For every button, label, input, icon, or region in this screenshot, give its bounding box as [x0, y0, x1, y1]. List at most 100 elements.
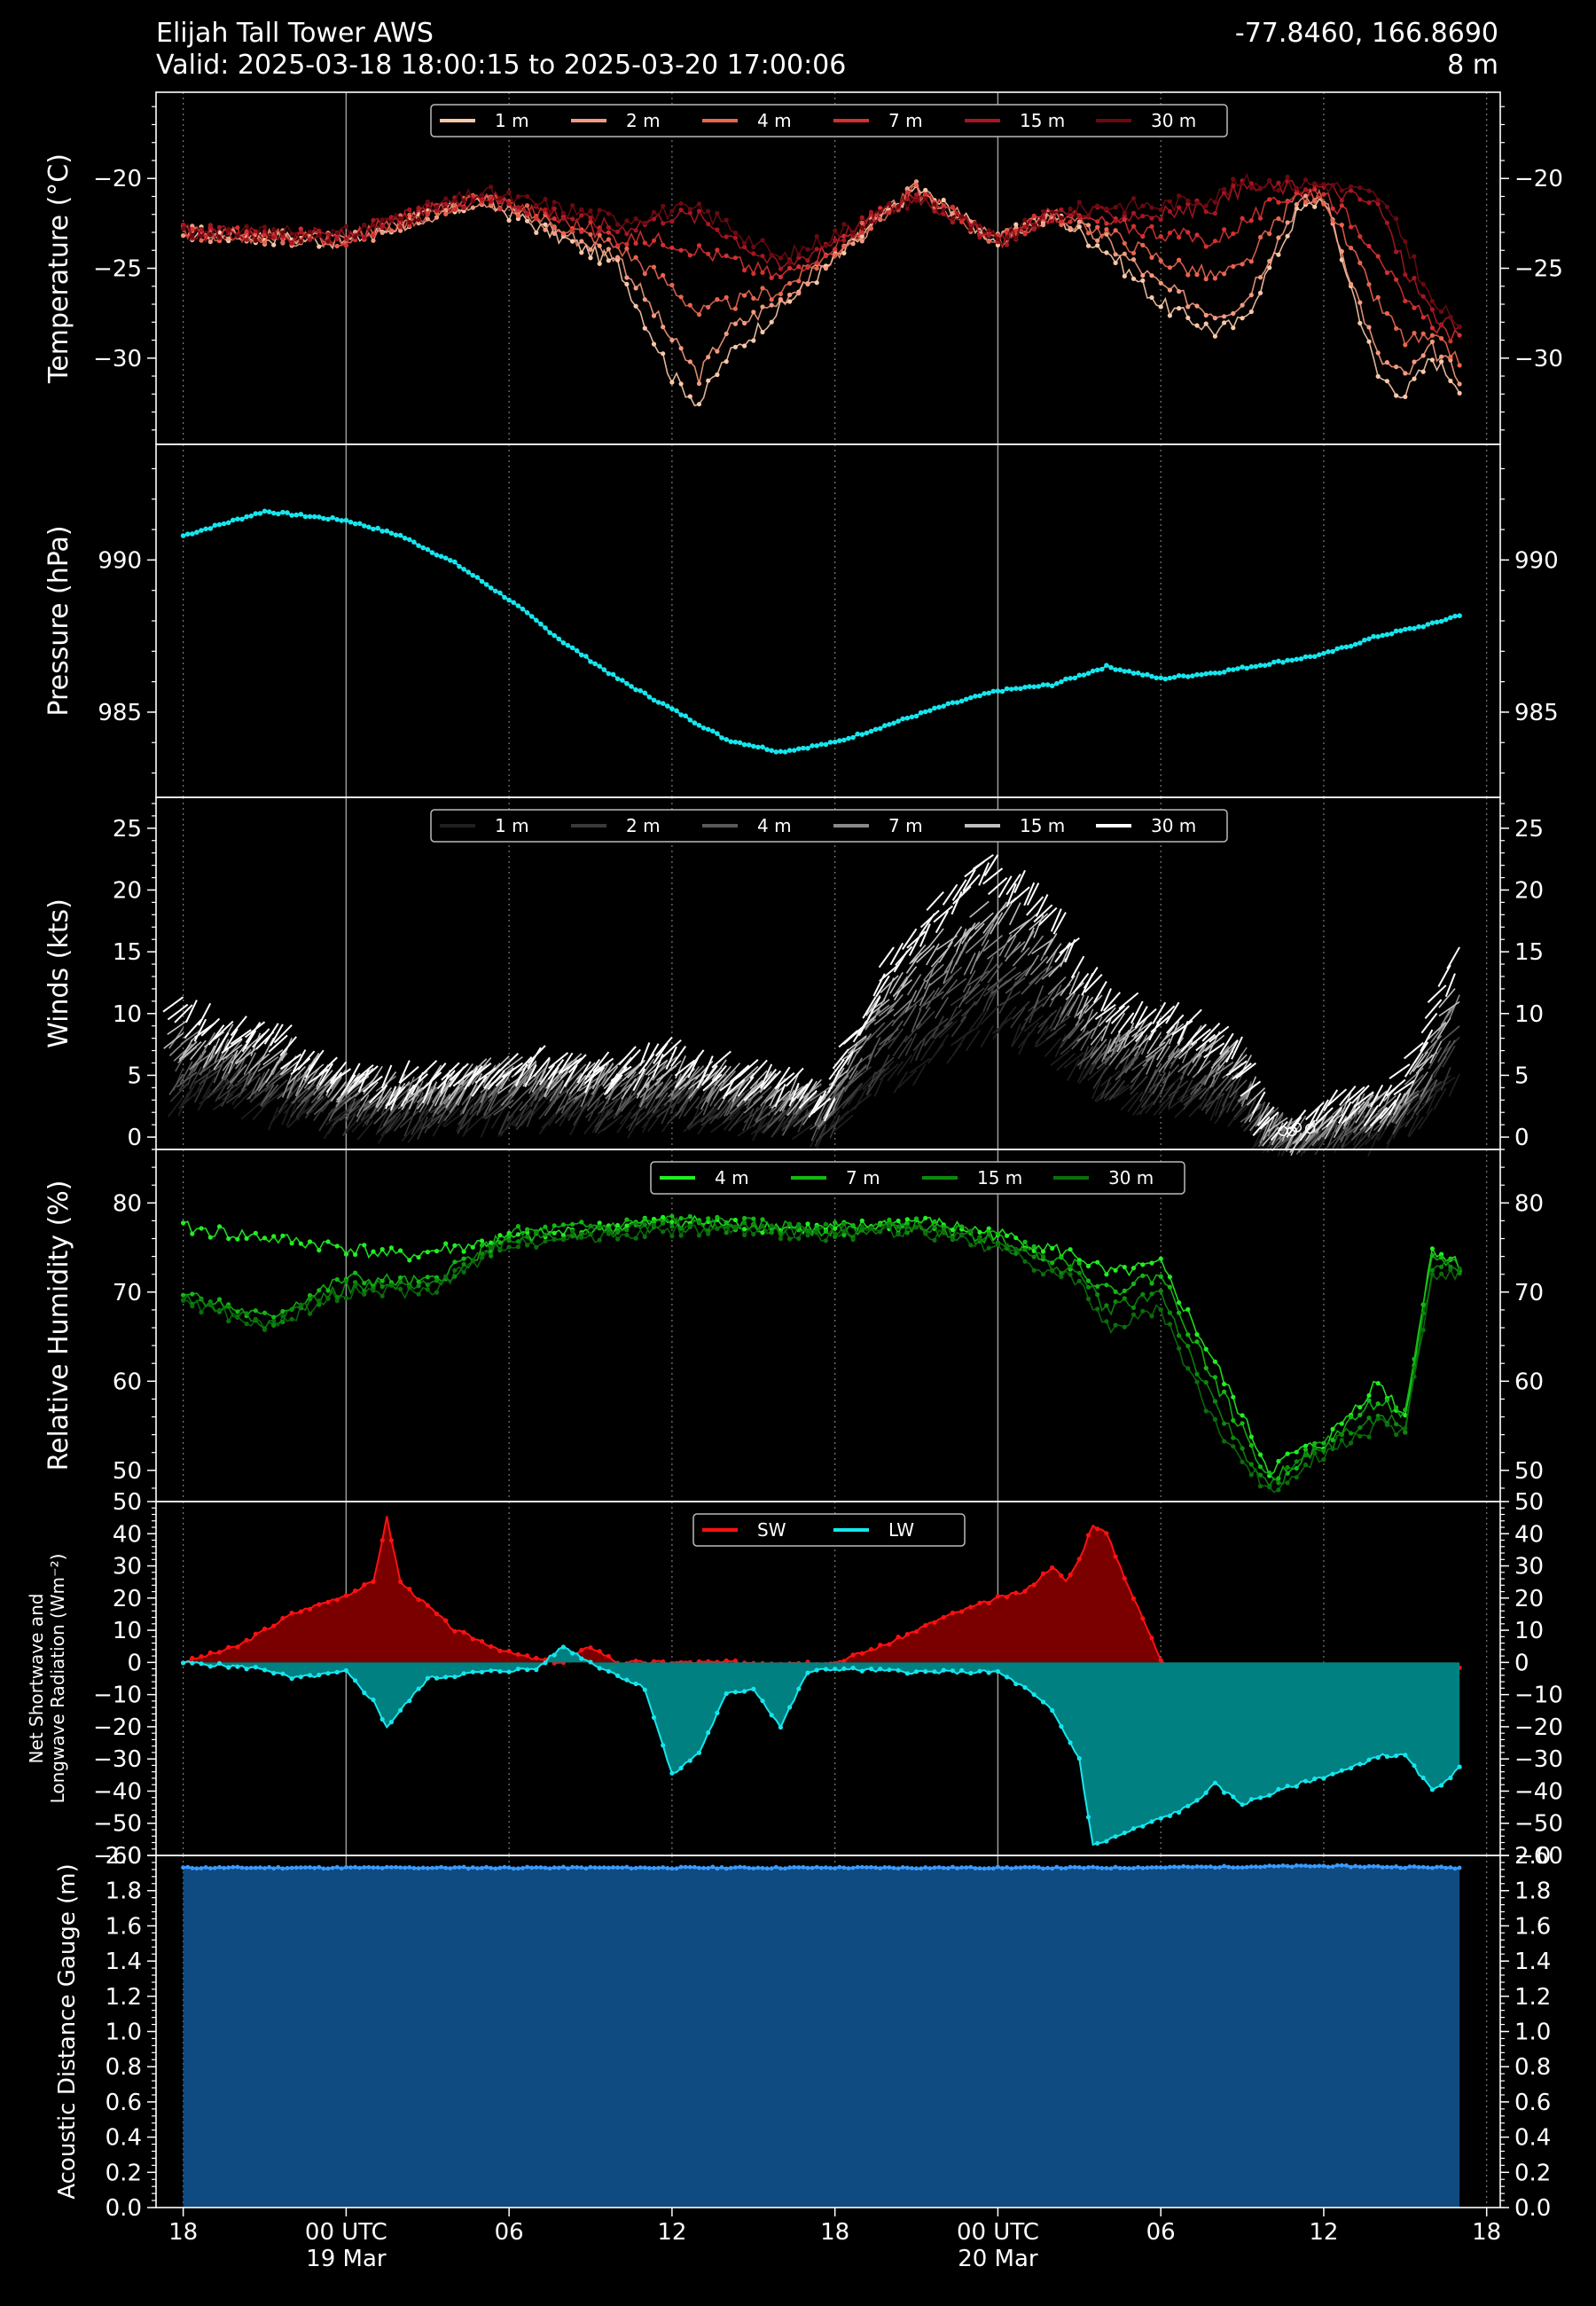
wind-barb-4m [1332, 1126, 1348, 1149]
data-point [560, 216, 567, 221]
pressure-point [1326, 649, 1331, 655]
wind-barb-7m [873, 1008, 895, 1025]
pressure-point [597, 663, 602, 669]
gauge-point [818, 1865, 824, 1871]
wind-barb-4m [980, 956, 995, 979]
wind-barb-4m [519, 1091, 537, 1111]
wind-barb-7m [303, 1068, 320, 1089]
wind-barb-30m [422, 1079, 434, 1103]
point-SW [479, 1639, 485, 1644]
data-point [570, 239, 575, 244]
y-tick-label-right: 50 [1514, 1458, 1544, 1485]
data-point [362, 235, 367, 240]
data-point [606, 1231, 612, 1236]
data-point [1349, 1431, 1354, 1436]
pressure-point [1231, 667, 1236, 672]
data-point [1104, 250, 1109, 255]
series-line-15m [183, 1216, 1460, 1488]
data-point [597, 228, 602, 233]
point-LW [317, 1672, 322, 1678]
wind-barb-15m [1256, 1102, 1271, 1126]
data-point [1375, 1381, 1381, 1386]
point-SW [841, 1659, 847, 1664]
data-point [1095, 224, 1100, 230]
wind-barb-4m [849, 1063, 867, 1084]
wind-barb-1m [850, 1093, 872, 1110]
point-LW [1412, 1763, 1417, 1769]
data-point [706, 378, 711, 383]
pressure-point [420, 545, 426, 551]
point-LW [959, 1667, 965, 1673]
data-point [552, 1223, 557, 1228]
wind-barb-7m [512, 1076, 528, 1097]
wind-barb-30m [987, 877, 1008, 896]
wind-barb-1m [1120, 1091, 1139, 1111]
pressure-point [791, 748, 797, 753]
data-point [416, 1291, 421, 1297]
wind-barb-30m [358, 1065, 379, 1084]
wind-barb-15m [202, 1045, 216, 1069]
wind-barb-30m [464, 1067, 479, 1090]
gauge-point [470, 1865, 475, 1870]
wind-barb-7m [668, 1078, 686, 1098]
wind-barb-30m [471, 1075, 488, 1097]
gauge-point [1031, 1864, 1037, 1870]
data-point [814, 1230, 819, 1235]
data-point [1104, 1319, 1109, 1324]
wind-barb-30m [972, 854, 994, 870]
wind-barb-1m [1392, 1116, 1406, 1140]
wind-barb-4m [340, 1086, 361, 1103]
gauge-point [1375, 1863, 1381, 1869]
gauge-point [583, 1866, 589, 1871]
data-point [253, 1316, 258, 1322]
y-tick-label: 5 [127, 1063, 142, 1089]
wind-barb-7m [835, 1067, 854, 1087]
data-point [1194, 1339, 1200, 1345]
data-point [1439, 309, 1444, 315]
pressure-point [1099, 666, 1105, 672]
gauge-point [579, 1865, 584, 1871]
pressure-point [1036, 684, 1042, 689]
wind-barb-7m [893, 999, 912, 1017]
gauge-point [1177, 1864, 1181, 1870]
wind-barb-7m [913, 979, 927, 1003]
pressure-point [1221, 670, 1227, 675]
wind-barb-1m [984, 1001, 1004, 1021]
gauge-point [362, 1865, 367, 1870]
data-point [1130, 1266, 1137, 1271]
wind-barb-30m [1195, 1033, 1217, 1052]
y-tick-label-right: 0.2 [1514, 2160, 1551, 2186]
wind-barb-7m [717, 1087, 732, 1110]
data-point [1394, 1405, 1399, 1410]
wind-barb-30m [1363, 1104, 1380, 1127]
wind-barb-2m [865, 1074, 881, 1096]
wind-barb-4m [941, 979, 958, 1000]
data-point [796, 1235, 802, 1242]
wind-barb-7m [886, 993, 904, 1015]
gauge-point [1149, 1865, 1154, 1870]
point-SW [1149, 1635, 1154, 1641]
y-tick-label-right: 70 [1514, 1280, 1544, 1306]
wind-barb-1m [857, 1071, 877, 1092]
data-point [833, 1220, 838, 1226]
data-point [1203, 203, 1209, 208]
wind-barb-30m [548, 1052, 569, 1070]
pressure-point [515, 603, 521, 608]
data-point [1312, 1450, 1318, 1455]
point-SW [325, 1599, 331, 1604]
gauge-point [317, 1864, 322, 1870]
pressure-point [1076, 672, 1083, 678]
y-tick-label-right: −25 [1514, 256, 1563, 283]
pressure-point [977, 693, 982, 699]
wind-barb-7m [621, 1071, 637, 1093]
data-point [280, 239, 286, 245]
point-LW [207, 1664, 213, 1669]
wind-barb-4m [850, 1053, 872, 1070]
wind-barb-30m [813, 1090, 827, 1114]
data-point [823, 1221, 829, 1227]
wind-barb-7m [773, 1094, 791, 1116]
wind-barb-15m [1116, 1029, 1130, 1053]
wind-barb-15m [1068, 971, 1081, 995]
data-point [1085, 223, 1091, 228]
wind-barb-30m [369, 1084, 388, 1104]
